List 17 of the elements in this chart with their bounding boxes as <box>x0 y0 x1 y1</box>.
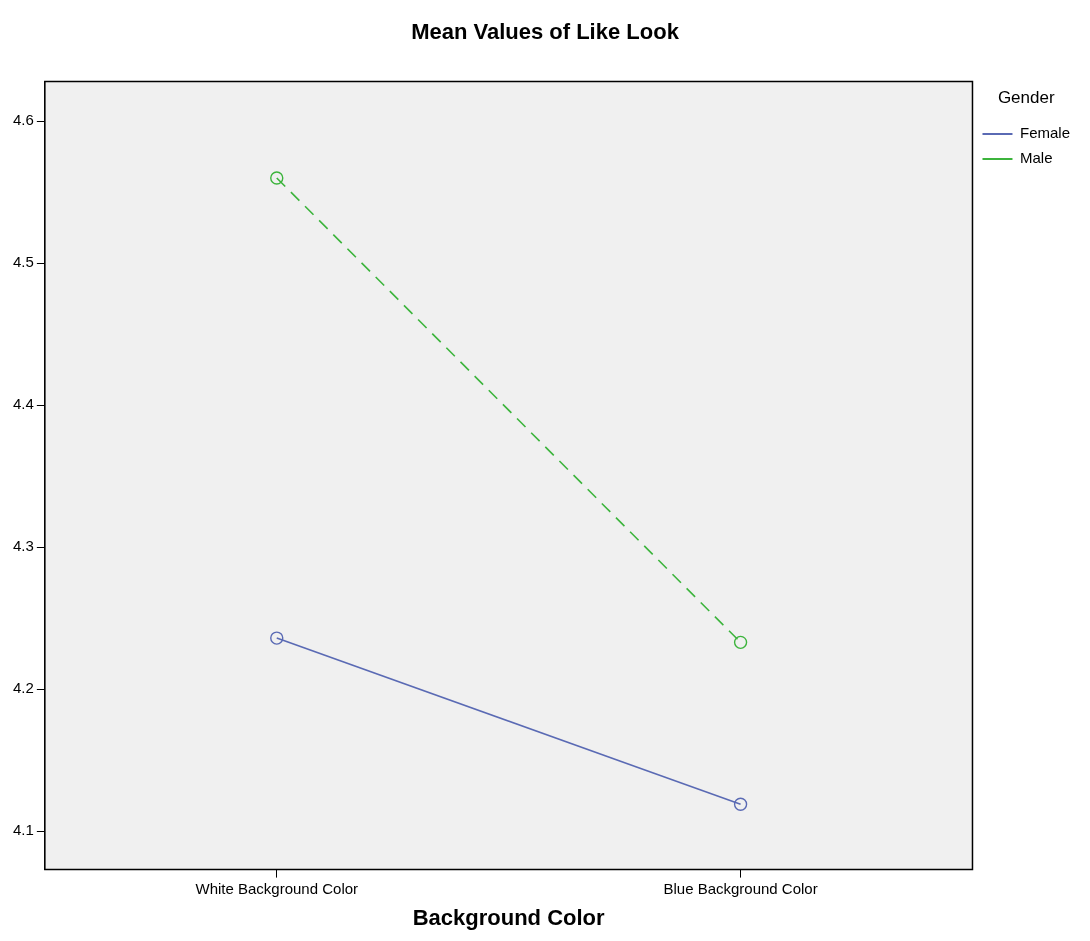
point <box>270 631 284 645</box>
legend-label: Male <box>1019 149 1053 167</box>
point <box>270 171 284 185</box>
point <box>733 797 748 811</box>
point <box>733 635 748 650</box>
y-tick-label: 4.4 <box>12 395 34 413</box>
y-tick-label: 4.2 <box>12 679 34 697</box>
x-tick-label: White Background Color <box>195 879 359 897</box>
y-tick-label: 4.1 <box>12 821 34 839</box>
legend-label: Female <box>1019 124 1071 142</box>
legend-title: Gender <box>997 88 1055 108</box>
y-tick-label: 4.6 <box>12 111 34 129</box>
y-tick-label: 4.5 <box>12 253 34 271</box>
chart-title: Mean Values of Like Look <box>411 19 680 45</box>
x-tick-label: Blue Background Color <box>663 879 818 897</box>
y-tick-label: 4.3 <box>12 537 34 555</box>
x-axis-title: Background Color <box>412 904 606 930</box>
